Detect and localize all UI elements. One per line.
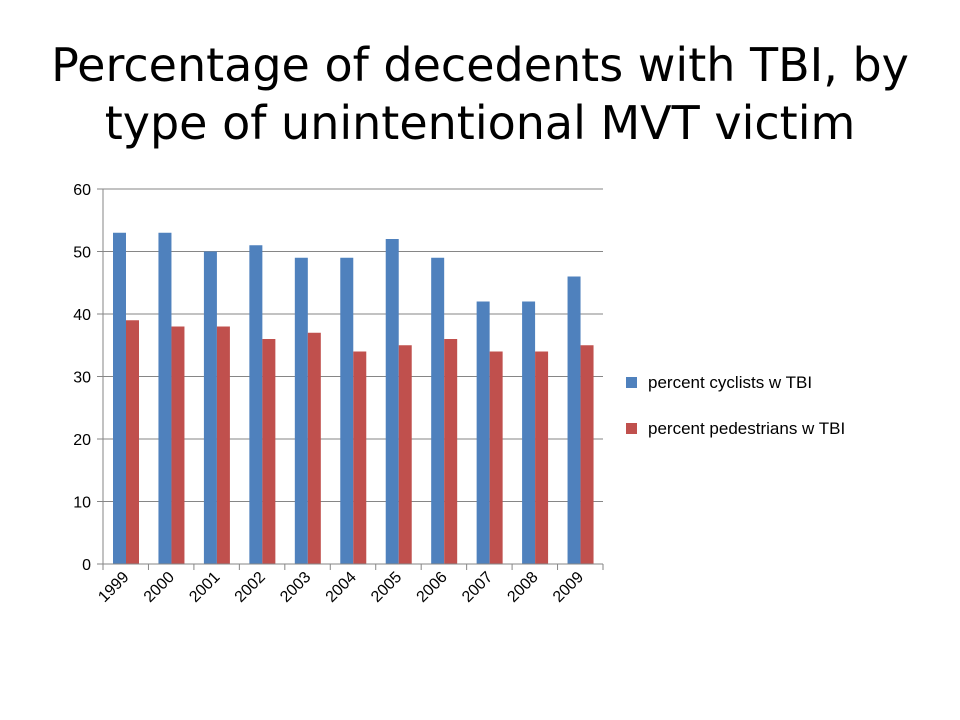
bar-pedestrians-2006 bbox=[444, 339, 458, 564]
bar-cyclists-2006 bbox=[431, 257, 445, 564]
bar-pedestrians-2002 bbox=[262, 339, 276, 564]
bar-pedestrians-2007 bbox=[489, 351, 503, 564]
y-tick-label: 10 bbox=[73, 495, 91, 512]
x-tick-label: 2000 bbox=[141, 569, 178, 606]
x-tick-label: 2008 bbox=[504, 569, 541, 606]
y-tick-label: 30 bbox=[73, 370, 91, 387]
x-axis: 1999 2000 2001 2002 2003 2004 2005 2006 2007 2008… bbox=[95, 563, 604, 606]
bar-cyclists-2009 bbox=[567, 276, 581, 564]
chart-title-line-2: type of unintentional MVT victim bbox=[104, 96, 856, 150]
x-tick-label: 1999 bbox=[95, 569, 132, 606]
bar-cyclists-2007 bbox=[476, 301, 490, 564]
bar-cyclists-2004 bbox=[340, 257, 354, 564]
bar-pedestrians-2008 bbox=[535, 351, 549, 564]
legend-swatch-cyclists bbox=[626, 377, 637, 388]
x-tick-label: 2006 bbox=[414, 569, 451, 606]
bar-pedestrians-2004 bbox=[353, 351, 367, 564]
x-tick-label: 2003 bbox=[277, 569, 314, 606]
bar-pedestrians-2009 bbox=[580, 345, 594, 564]
bar-pedestrians-2005 bbox=[398, 345, 412, 564]
bar-cyclists-1999 bbox=[113, 232, 126, 564]
bar-pedestrians-2003 bbox=[307, 332, 321, 564]
bar-cyclists-2000 bbox=[158, 232, 172, 564]
x-tick-label: 2005 bbox=[368, 569, 405, 606]
bar-cyclists-2008 bbox=[522, 301, 536, 564]
bar-pedestrians-2001 bbox=[216, 326, 230, 564]
x-tick-label: 2002 bbox=[232, 569, 269, 606]
bar-cyclists-2005 bbox=[385, 239, 399, 564]
y-axis: 0 10 20 30 40 50 60 bbox=[73, 182, 104, 574]
bar-pedestrians-2000 bbox=[171, 326, 185, 564]
chart-title-line-1: Percentage of decedents with TBI, by bbox=[51, 38, 909, 92]
legend-swatch-pedestrians bbox=[626, 423, 637, 434]
y-tick-label: 20 bbox=[73, 432, 91, 449]
chart-title: Percentage of decedents with TBI, by typ… bbox=[0, 36, 960, 152]
bar-cyclists-2001 bbox=[203, 251, 217, 564]
y-tick-label: 50 bbox=[73, 245, 91, 262]
x-tick-label: 2007 bbox=[459, 569, 496, 606]
y-tick-label: 60 bbox=[73, 182, 91, 199]
y-tick-label: 0 bbox=[82, 557, 91, 574]
x-tick-label: 2001 bbox=[186, 569, 223, 606]
legend-label-cyclists: percent cyclists w TBI bbox=[648, 373, 812, 392]
legend: percent cyclists w TBI percent pedestrian… bbox=[626, 373, 845, 438]
legend-label-pedestrians: percent pedestrians w TBI bbox=[648, 419, 845, 438]
bar-cyclists-2002 bbox=[249, 245, 263, 564]
bar-cyclists-2003 bbox=[294, 257, 308, 564]
x-tick-label: 2009 bbox=[550, 569, 587, 606]
bars bbox=[113, 232, 594, 564]
y-tick-label: 40 bbox=[73, 307, 91, 324]
bar-pedestrians-1999 bbox=[126, 320, 139, 564]
x-tick-label: 2004 bbox=[323, 569, 360, 606]
